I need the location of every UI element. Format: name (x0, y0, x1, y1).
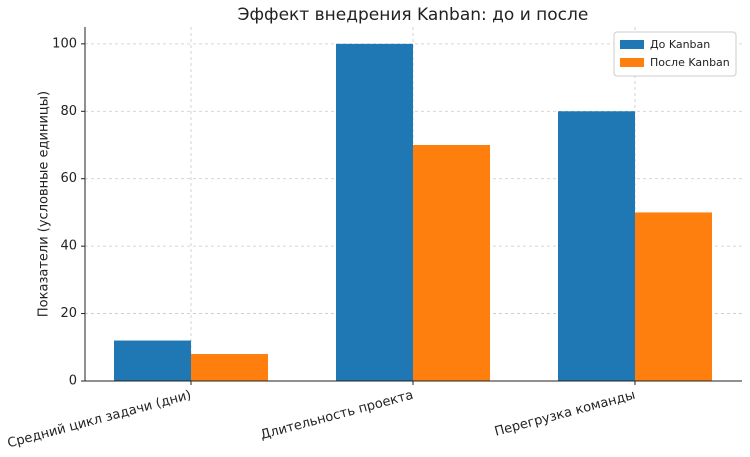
bar (558, 111, 635, 382)
bar (413, 145, 490, 381)
x-tick-label: Перегрузка команды (493, 388, 637, 440)
bar (191, 354, 268, 381)
legend-label: После Kanban (650, 56, 730, 69)
y-tick-label: 100 (52, 36, 77, 51)
chart-title: Эффект внедрения Kanban: до и после (238, 5, 589, 25)
y-tick-label: 20 (60, 306, 77, 321)
y-tick-label: 80 (60, 104, 77, 119)
bar (336, 43, 413, 381)
legend-swatch (620, 58, 644, 67)
y-tick-label: 0 (69, 374, 77, 389)
y-axis-label: Показатели (условные единицы) (37, 91, 52, 317)
x-tick-label: Средний цикл задачи (дни) (6, 388, 193, 452)
y-tick-label: 60 (60, 171, 77, 186)
y-tick-label: 40 (60, 239, 77, 254)
bar (635, 212, 712, 381)
x-tick-label: Длительность проекта (259, 388, 415, 443)
legend-box (613, 31, 737, 77)
bar (114, 340, 191, 381)
legend-label: До Kanban (650, 38, 710, 51)
legend-swatch (620, 40, 644, 49)
